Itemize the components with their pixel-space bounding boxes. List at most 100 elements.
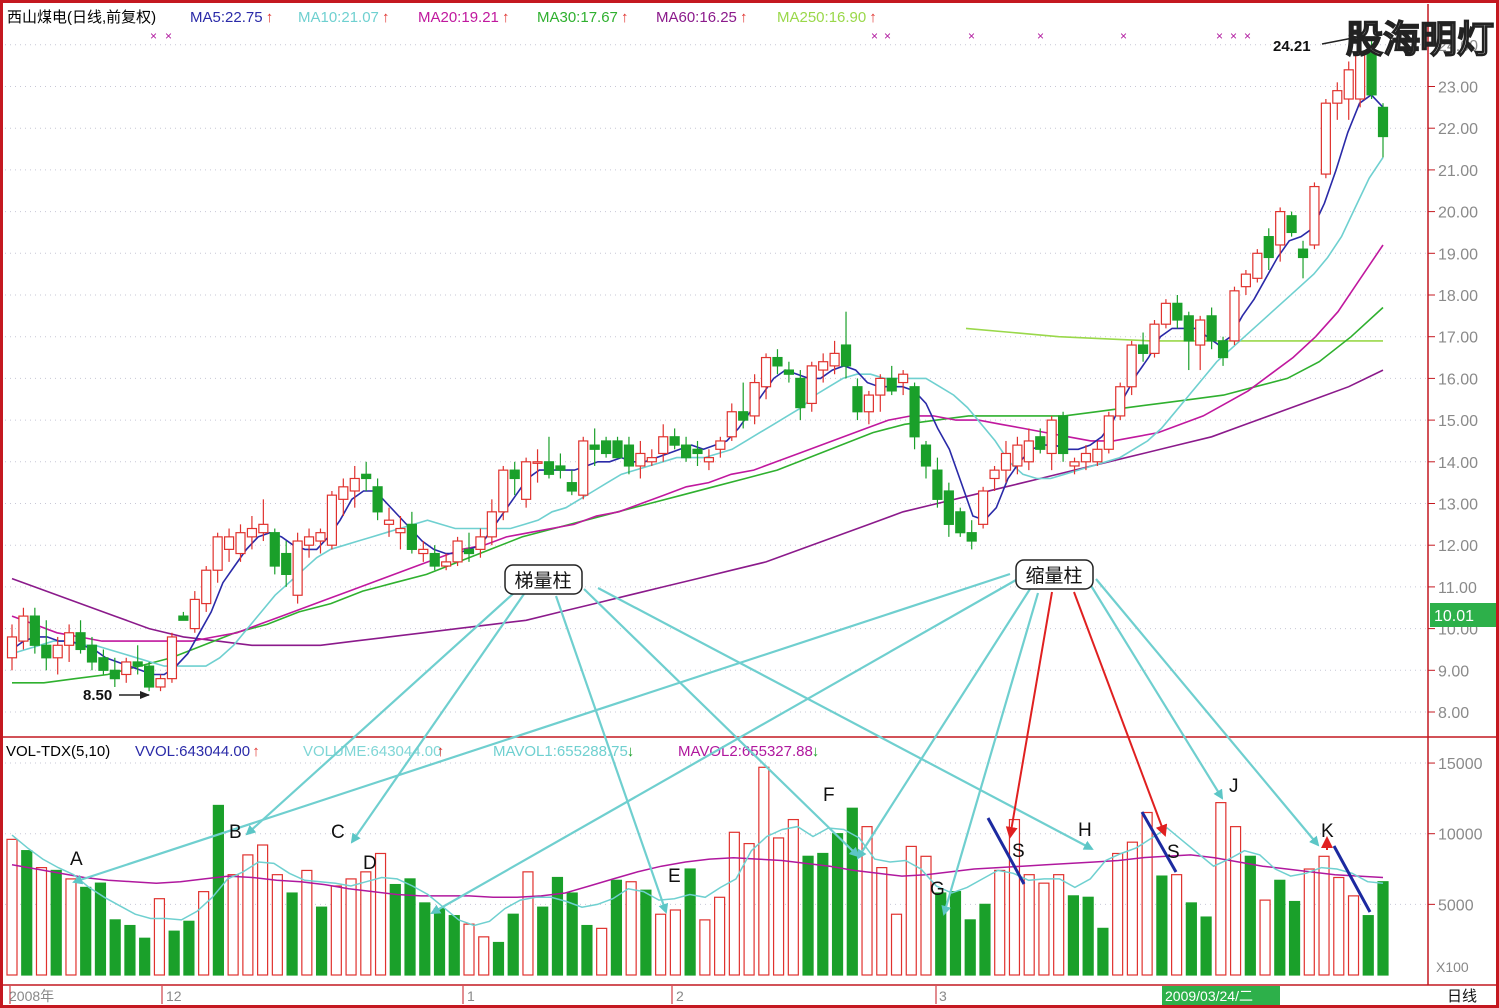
letter-b: B bbox=[229, 822, 242, 843]
volume-bar bbox=[1082, 896, 1094, 976]
period-label: 日线 bbox=[1447, 988, 1477, 1005]
volume-bar bbox=[286, 892, 298, 976]
volume-legend-4: MAVOL2:655327.88 bbox=[678, 743, 813, 760]
candle-body bbox=[978, 490, 989, 525]
volume-bar bbox=[433, 907, 446, 976]
volume-bar bbox=[699, 919, 711, 976]
candle-body bbox=[338, 486, 349, 500]
candle-body bbox=[863, 394, 874, 413]
volume-legend: VOL-TDX(5,10) VVOL:643044.00 ↑ VOLUME:6430… bbox=[6, 743, 819, 760]
volume-bar bbox=[389, 883, 401, 976]
candle-body bbox=[600, 440, 612, 455]
candle-body bbox=[966, 532, 977, 542]
letter-f: F bbox=[823, 785, 835, 806]
candle-body bbox=[429, 552, 440, 567]
candle-body bbox=[1355, 52, 1366, 100]
volume-bar bbox=[374, 852, 387, 976]
candle-body bbox=[1217, 340, 1229, 359]
volume-bar bbox=[492, 941, 505, 976]
volume-bar bbox=[1288, 900, 1301, 976]
volume-bar bbox=[581, 924, 593, 976]
volume-bar bbox=[655, 913, 667, 976]
volume-bar bbox=[935, 892, 947, 976]
candle-body bbox=[989, 469, 1000, 480]
candle-body bbox=[86, 644, 98, 663]
volume-bar bbox=[94, 882, 107, 976]
letter-s-2: S bbox=[1167, 842, 1180, 863]
candle-body bbox=[463, 548, 475, 555]
signal-marker: × bbox=[1244, 29, 1251, 43]
candle-body bbox=[1172, 302, 1183, 321]
volume-bar bbox=[920, 855, 932, 976]
candle-body bbox=[246, 527, 258, 538]
price-legend: 西山煤电(日线,前复权) MA5:22.75 ↑ MA10:21.07 ↑ MA20:1… bbox=[7, 8, 877, 26]
price-tick-label: 18.00 bbox=[1438, 288, 1478, 305]
ma250-line bbox=[965, 327, 1383, 342]
candle-body bbox=[840, 344, 852, 367]
candle-body bbox=[715, 440, 726, 450]
volume-bar bbox=[6, 838, 18, 976]
candle-body bbox=[612, 440, 623, 459]
letter-c: C bbox=[331, 822, 345, 843]
candle-body bbox=[1126, 344, 1137, 388]
candle-body bbox=[1206, 315, 1217, 342]
candle-body bbox=[1069, 461, 1080, 467]
current-price-label: 10.01 bbox=[1434, 608, 1474, 625]
candle-body bbox=[509, 469, 520, 480]
volume-bar bbox=[153, 898, 166, 976]
price-tick-label: 13.00 bbox=[1438, 497, 1478, 514]
signal-marker: × bbox=[871, 29, 878, 43]
ma-legend-4: MA30:17.67 bbox=[537, 9, 618, 26]
x-label-3: 3 bbox=[939, 988, 947, 1004]
volume-bar bbox=[1171, 874, 1183, 976]
candle-body bbox=[578, 440, 589, 496]
volume-bar bbox=[772, 837, 785, 976]
volume-bar bbox=[1244, 855, 1256, 976]
price-tick-label: 20.00 bbox=[1438, 205, 1478, 222]
volume-bar bbox=[1318, 855, 1330, 976]
volume-bar bbox=[1200, 916, 1212, 976]
candle-body bbox=[1080, 452, 1092, 463]
low-price-label: 8.50 bbox=[83, 687, 112, 704]
candle-body bbox=[543, 461, 555, 475]
candle-body bbox=[349, 477, 360, 492]
candle-body bbox=[6, 636, 18, 659]
price-tick-label: 11.00 bbox=[1438, 580, 1477, 597]
volume-chart-title: VOL-TDX(5,10) bbox=[6, 743, 110, 760]
ma-legend-6: MA250:16.90 bbox=[777, 9, 866, 26]
price-tick-label: 17.00 bbox=[1438, 330, 1478, 347]
ma-trend-arrow: ↑ bbox=[621, 9, 629, 26]
volume-bar bbox=[846, 807, 858, 976]
ma-trend-arrow: ↑ bbox=[869, 9, 877, 26]
candle-body bbox=[623, 444, 635, 467]
candle-body bbox=[1309, 185, 1320, 246]
volume-bar bbox=[168, 930, 180, 976]
candle-body bbox=[1252, 252, 1263, 279]
candle-body bbox=[909, 386, 920, 438]
high-annotation: 24.21 bbox=[1273, 34, 1359, 55]
candlestick-series bbox=[6, 36, 1389, 692]
volume-bar bbox=[876, 867, 888, 976]
candle-body bbox=[795, 377, 806, 409]
candle-body bbox=[52, 644, 63, 659]
candle-body bbox=[281, 552, 292, 575]
volume-trend-arrow: ↑ bbox=[437, 743, 445, 760]
volume-bar bbox=[1303, 868, 1315, 976]
candle-body bbox=[886, 377, 897, 392]
volume-bar bbox=[109, 919, 121, 976]
candle-body bbox=[566, 482, 577, 492]
volume-bar bbox=[139, 937, 151, 976]
candle-body bbox=[955, 511, 966, 534]
candle-body bbox=[64, 632, 75, 646]
candle-body bbox=[189, 598, 200, 630]
candle-body bbox=[1057, 415, 1069, 455]
candle-body bbox=[121, 661, 132, 676]
candle-body bbox=[521, 461, 532, 500]
volume-bar bbox=[1141, 811, 1153, 976]
candle-body bbox=[1377, 106, 1389, 138]
volume-bar bbox=[1067, 895, 1080, 976]
volume-unit-label: X100 bbox=[1436, 959, 1469, 975]
price-tick-label: 15.00 bbox=[1438, 413, 1478, 430]
